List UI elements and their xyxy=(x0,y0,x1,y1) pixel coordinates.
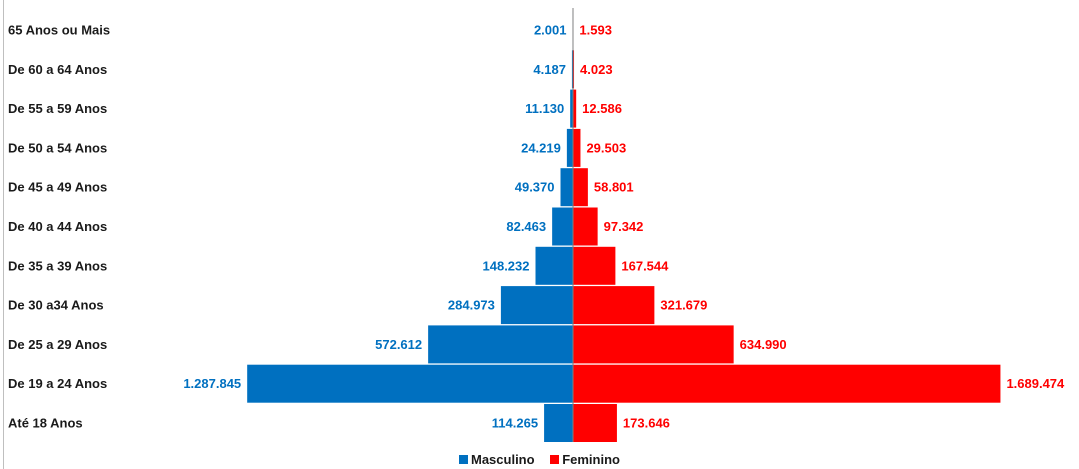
bar-feminino-de-30-a34-anos xyxy=(573,286,655,325)
category-label-de-35-a-39-anos: De 35 a 39 Anos xyxy=(8,258,107,273)
bar-feminino-de-55-a-59-anos xyxy=(573,89,577,128)
bar-feminino-de-50-a-54-anos xyxy=(573,128,581,167)
bar-masculino-de-45-a-49-anos xyxy=(560,168,573,207)
value-label-feminino-de-30-a34-anos: 321.679 xyxy=(660,298,707,313)
legend-label-masculino: Masculino xyxy=(471,452,535,467)
bar-feminino-ate-18-anos xyxy=(573,404,617,442)
bar-masculino-de-50-a-54-anos xyxy=(566,128,573,167)
category-label-de-60-a-64-anos: De 60 a 64 Anos xyxy=(8,62,107,77)
bar-feminino-de-40-a-44-anos xyxy=(573,207,598,246)
bars-group xyxy=(247,11,1001,442)
category-label-de-50-a-54-anos: De 50 a 54 Anos xyxy=(8,140,107,155)
bar-masculino-de-19-a-24-anos xyxy=(247,364,573,403)
bar-masculino-de-30-a34-anos xyxy=(500,286,573,325)
value-labels: 2.001 1.593 4.187 4.023 11.130 12.586 24.219 29… xyxy=(183,23,1065,431)
value-label-masculino-de-60-a-64-anos: 4.187 xyxy=(533,62,566,77)
legend: Masculino Feminino xyxy=(0,452,1079,467)
value-label-masculino-de-35-a-39-anos: 148.232 xyxy=(483,258,530,273)
category-label-de-40-a-44-anos: De 40 a 44 Anos xyxy=(8,219,107,234)
bar-feminino-de-60-a-64-anos xyxy=(573,50,575,89)
legend-label-feminino: Feminino xyxy=(562,452,620,467)
bar-masculino-de-40-a-44-anos xyxy=(552,207,573,246)
legend-item-feminino: Feminino xyxy=(550,452,620,467)
value-label-feminino-de-35-a-39-anos: 167.544 xyxy=(621,258,669,273)
chart-frame-left-border xyxy=(3,0,4,469)
value-label-feminino-de-45-a-49-anos: 58.801 xyxy=(594,180,634,195)
bar-masculino-de-25-a-29-anos xyxy=(428,325,573,364)
bar-feminino-de-45-a-49-anos xyxy=(573,168,588,207)
bar-masculino-de-35-a-39-anos xyxy=(535,246,573,285)
value-label-feminino-de-60-a-64-anos: 4.023 xyxy=(580,62,613,77)
bar-masculino-de-55-a-59-anos xyxy=(570,89,573,128)
value-label-feminino-de-55-a-59-anos: 12.586 xyxy=(582,101,622,116)
value-label-masculino-de-30-a34-anos: 284.973 xyxy=(448,298,495,313)
category-label-de-55-a-59-anos: De 55 a 59 Anos xyxy=(8,101,107,116)
value-label-masculino-de-45-a-49-anos: 49.370 xyxy=(515,180,555,195)
bar-feminino-de-35-a-39-anos xyxy=(573,246,616,285)
value-label-masculino-de-40-a-44-anos: 82.463 xyxy=(506,219,546,234)
value-label-masculino-65-anos-ou-mais: 2.001 xyxy=(534,23,567,38)
value-label-masculino-de-25-a-29-anos: 572.612 xyxy=(375,337,422,352)
bar-feminino-de-19-a-24-anos xyxy=(573,364,1001,403)
bar-feminino-de-25-a-29-anos xyxy=(573,325,734,364)
legend-item-masculino: Masculino xyxy=(459,452,535,467)
value-label-feminino-de-40-a-44-anos: 97.342 xyxy=(604,219,644,234)
category-label-de-45-a-49-anos: De 45 a 49 Anos xyxy=(8,180,107,195)
bar-masculino-ate-18-anos xyxy=(544,404,573,442)
value-label-masculino-de-19-a-24-anos: 1.287.845 xyxy=(183,376,241,391)
value-label-feminino-ate-18-anos: 173.646 xyxy=(623,416,670,431)
value-label-masculino-de-50-a-54-anos: 24.219 xyxy=(521,140,561,155)
category-labels: 65 Anos ou Mais De 60 a 64 Anos De 55 a 59… xyxy=(8,23,110,431)
value-label-masculino-de-55-a-59-anos: 11.130 xyxy=(525,101,564,116)
category-label-65-anos-ou-mais: 65 Anos ou Mais xyxy=(8,23,110,38)
value-label-feminino-de-50-a-54-anos: 29.503 xyxy=(586,140,626,155)
value-label-feminino-de-19-a-24-anos: 1.689.474 xyxy=(1006,376,1065,391)
category-label-de-19-a-24-anos: De 19 a 24 Anos xyxy=(8,376,107,391)
category-label-ate-18-anos: Até 18 Anos xyxy=(8,416,83,431)
category-label-de-25-a-29-anos: De 25 a 29 Anos xyxy=(8,337,107,352)
value-label-masculino-ate-18-anos: 114.265 xyxy=(492,416,538,431)
legend-swatch-feminino xyxy=(550,455,560,464)
category-label-de-30-a34-anos: De 30 a34 Anos xyxy=(8,298,104,313)
legend-swatch-masculino xyxy=(459,455,468,464)
value-label-feminino-de-25-a-29-anos: 634.990 xyxy=(740,337,787,352)
value-label-feminino-65-anos-ou-mais: 1.593 xyxy=(579,23,612,38)
bar-masculino-de-60-a-64-anos xyxy=(571,50,573,89)
